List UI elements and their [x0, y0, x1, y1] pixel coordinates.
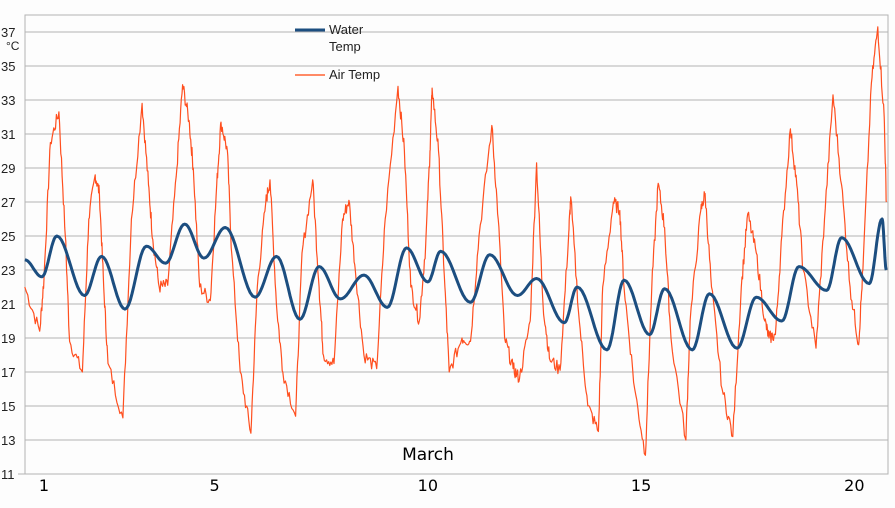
legend-water-label-line2: Temp	[329, 39, 361, 54]
plot-area-border	[24, 14, 889, 475]
y-tick-label: 25	[1, 229, 15, 244]
legend: Water Temp Air Temp	[295, 22, 380, 82]
water-temp-line	[24, 217, 888, 352]
series-lines	[24, 26, 888, 456]
x-axis-title: March	[402, 445, 454, 465]
y-tick-label: 19	[1, 331, 15, 346]
x-tick-label: 1	[39, 476, 49, 495]
y-tick-label: 37	[1, 25, 15, 40]
y-tick-label: 33	[1, 93, 15, 108]
legend-air-label: Air Temp	[329, 67, 380, 82]
x-tick-label: 10	[418, 476, 438, 495]
x-axis-ticks: 1 5 10 15 20	[39, 476, 865, 495]
y-tick-label: 13	[1, 433, 15, 448]
legend-water-label-line1: Water	[329, 22, 364, 37]
x-tick-label: 5	[210, 476, 220, 495]
y-tick-label: 15	[1, 399, 15, 414]
y-axis-ticks: 11 13 15 17 19 21 23 25 27 29 31 33 35 37	[1, 25, 15, 482]
y-tick-label: 27	[1, 195, 15, 210]
y-tick-label: 17	[1, 365, 15, 380]
y-axis-unit: °C	[6, 39, 20, 53]
y-tick-label: 11	[1, 467, 15, 482]
x-tick-label: 20	[844, 476, 864, 495]
y-tick-label: 29	[1, 161, 15, 176]
y-tick-label: 23	[1, 263, 15, 278]
air-temp-line	[24, 26, 887, 456]
y-tick-label: 21	[1, 297, 15, 312]
x-tick-label: 15	[631, 476, 651, 495]
y-tick-label: 35	[1, 59, 15, 74]
gridlines	[18, 31, 888, 475]
y-tick-label: 31	[1, 127, 15, 142]
